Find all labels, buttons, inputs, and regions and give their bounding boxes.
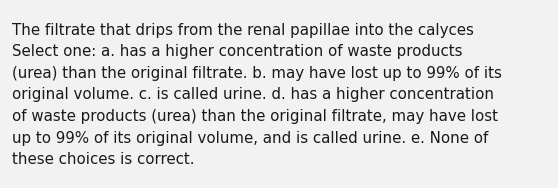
Text: The filtrate that drips from the renal papillae into the calyces
Select one: a. : The filtrate that drips from the renal p… [12, 23, 502, 167]
